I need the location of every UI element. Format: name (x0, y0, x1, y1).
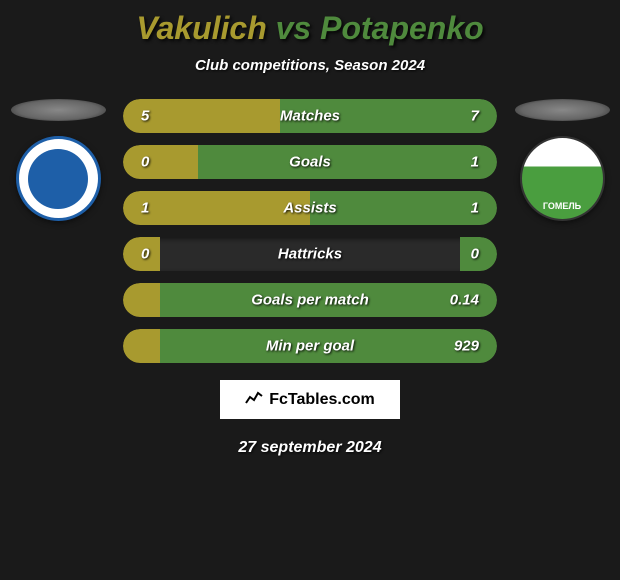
stat-value-right: 0 (471, 246, 479, 263)
stat-fill-left (123, 145, 198, 179)
stat-value-right: 929 (454, 338, 479, 355)
stat-value-right: 0.14 (450, 292, 479, 309)
team-right-badge-text: ГОМЕЛЬ (543, 201, 581, 211)
stat-label: Goals per match (251, 292, 369, 309)
stat-value-right: 1 (471, 154, 479, 171)
stat-value-left: 5 (141, 108, 149, 125)
shadow-ellipse-right (515, 99, 610, 121)
stat-label: Goals (289, 154, 331, 171)
attribution-text: FcTables.com (269, 391, 375, 409)
team-left-column (8, 99, 108, 221)
team-left-badge (16, 136, 101, 221)
shadow-ellipse-left (11, 99, 106, 121)
stat-fill-right (310, 191, 497, 225)
stat-value-right: 1 (471, 200, 479, 217)
team-right-column: ГОМЕЛЬ (512, 99, 612, 221)
team-left-badge-inner (28, 149, 88, 209)
team-right-badge: ГОМЕЛЬ (520, 136, 605, 221)
stat-bar: Min per goal 929 (123, 329, 497, 363)
stats-column: 5 Matches 7 0 Goals 1 1 Assists 1 0 Hattricks 0 Goal… (108, 99, 512, 375)
stat-label: Hattricks (278, 246, 342, 263)
subtitle: Club competitions, Season 2024 (0, 57, 620, 74)
stat-value-right: 7 (471, 108, 479, 125)
date-text: 27 september 2024 (0, 439, 620, 457)
attribution-row: FcTables.com (0, 380, 620, 419)
chart-icon (245, 390, 263, 409)
stat-label: Assists (283, 200, 336, 217)
stat-fill-left (123, 329, 160, 363)
vs-text: vs (267, 10, 320, 46)
attribution-box[interactable]: FcTables.com (220, 380, 400, 419)
main-row: 5 Matches 7 0 Goals 1 1 Assists 1 0 Hattricks 0 Goal… (0, 99, 620, 375)
stat-label: Min per goal (266, 338, 354, 355)
stat-bar: 5 Matches 7 (123, 99, 497, 133)
stat-bar: Goals per match 0.14 (123, 283, 497, 317)
stat-value-left: 0 (141, 154, 149, 171)
player1-name: Vakulich (136, 10, 266, 46)
stat-bar: 0 Hattricks 0 (123, 237, 497, 271)
stat-value-left: 0 (141, 246, 149, 263)
stat-fill-left (123, 191, 310, 225)
stat-fill-left (123, 283, 160, 317)
page-title: Vakulich vs Potapenko (0, 10, 620, 47)
stat-label: Matches (280, 108, 340, 125)
comparison-card: Vakulich vs Potapenko Club competitions,… (0, 0, 620, 457)
stat-fill-right (198, 145, 497, 179)
stat-bar: 0 Goals 1 (123, 145, 497, 179)
player2-name: Potapenko (320, 10, 484, 46)
stat-bar: 1 Assists 1 (123, 191, 497, 225)
stat-value-left: 1 (141, 200, 149, 217)
